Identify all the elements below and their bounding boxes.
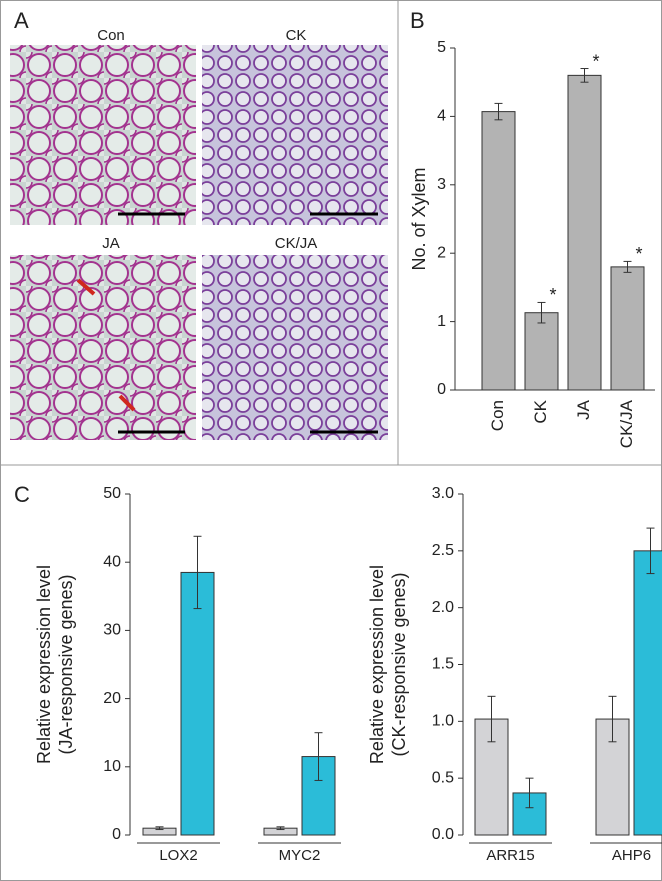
y-tick-label: 30 [103, 622, 121, 639]
panel-label: C [14, 482, 30, 507]
significance-marker: * [550, 285, 557, 305]
arrow [76, 278, 96, 296]
bar [481, 111, 516, 391]
bar [567, 74, 602, 391]
x-tick-label: CK/JA [617, 399, 636, 448]
y-tick-label: 2.0 [432, 599, 454, 616]
micrograph-label: Con [97, 27, 125, 44]
y-tick-label: 0 [437, 381, 446, 398]
y-tick-label: 20 [103, 690, 121, 707]
micrograph [202, 255, 388, 440]
y-tick-label: 3 [437, 176, 446, 193]
x-tick-label: MYC2 [279, 847, 321, 864]
bar [633, 550, 662, 836]
arrow [118, 394, 136, 412]
y-tick-label: 1 [437, 313, 446, 330]
x-tick-label: LOX2 [159, 847, 197, 864]
x-tick-label: ARR15 [486, 847, 534, 864]
micrograph-label: CK/JA [275, 235, 318, 252]
y-tick-label: 5 [437, 39, 446, 56]
y-axis-label: No. of Xylem [409, 167, 429, 270]
y-axis-label: Relative expression level [34, 565, 54, 764]
bar [180, 571, 215, 836]
y-tick-label: 0.0 [432, 826, 454, 843]
y-tick-label: 0.5 [432, 769, 454, 786]
y-tick-label: 2 [437, 244, 446, 261]
y-tick-label: 50 [103, 485, 121, 502]
y-tick-label: 2.5 [432, 542, 454, 559]
micrograph [10, 255, 196, 440]
micrograph-label: JA [102, 235, 120, 252]
bar [524, 312, 559, 391]
panel-label: A [14, 8, 29, 33]
y-tick-label: 1.0 [432, 713, 454, 730]
x-tick-label: CK [531, 399, 550, 423]
micrograph [202, 45, 388, 225]
y-axis-label: (CK-responsive genes) [389, 572, 409, 756]
y-axis-label: (JA-responsive genes) [56, 574, 76, 754]
y-tick-label: 1.5 [432, 656, 454, 673]
y-tick-label: 40 [103, 553, 121, 570]
panel-label: B [410, 8, 425, 33]
micrograph [10, 45, 196, 225]
micrographs: Con CK JA CK/JA [10, 27, 388, 440]
significance-marker: * [636, 244, 643, 264]
y-axis-label: Relative expression level [367, 565, 387, 764]
micrograph-label: CK [286, 27, 307, 44]
x-tick-label: AHP6 [612, 847, 651, 864]
x-tick-label: JA [574, 399, 593, 420]
x-tick-label: Con [488, 400, 507, 431]
y-tick-label: 10 [103, 758, 121, 775]
significance-marker: * [593, 51, 600, 71]
bar [610, 266, 645, 391]
y-tick-label: 3.0 [432, 485, 454, 502]
y-tick-label: 0 [112, 826, 121, 843]
y-tick-label: 4 [437, 108, 446, 125]
